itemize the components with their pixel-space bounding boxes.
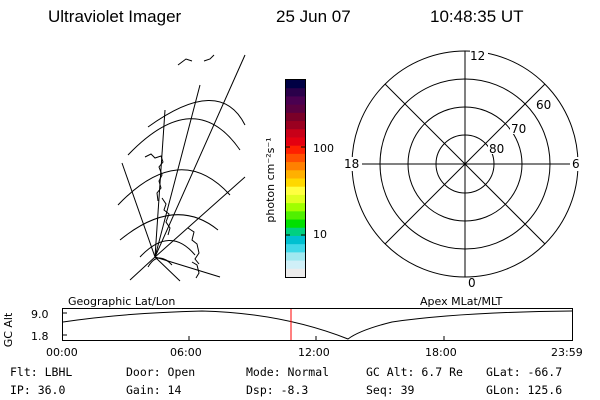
polar-diagonal: [384, 83, 546, 245]
polar-label-80: 80: [489, 142, 504, 156]
apex-coord-label: Apex MLat/MLT: [420, 295, 503, 308]
mode-value: Mode: Normal: [246, 365, 330, 379]
dsp-value: Dsp: -8.3: [246, 383, 309, 397]
polar-label-60: 60: [536, 98, 551, 112]
altitude-frame: [62, 308, 573, 341]
time-label: 10:48:35 UT: [430, 7, 524, 26]
colorbar-cell: [286, 268, 305, 278]
door-value: Door: Open: [126, 365, 196, 379]
geographic-longitude-value: GLon: 125.6: [486, 383, 563, 397]
lat-arc: [147, 100, 246, 128]
label-bg: [342, 157, 362, 171]
colorbar-tick-10: 10: [313, 228, 327, 241]
colorbar-cell: [286, 235, 305, 245]
polar-label-18: 18: [344, 157, 359, 171]
sequence-value: Seq: 39: [366, 383, 415, 397]
gain-value: Gain: 14: [126, 383, 182, 397]
lat-arc: [119, 214, 219, 241]
coastline: [187, 227, 200, 265]
polar-label-12: 12: [470, 49, 485, 63]
filter-value: Flt: LBHL: [10, 365, 73, 379]
time-label-1200: 12:00: [298, 346, 330, 359]
geographic-latitude-value: GLat: -66.7: [486, 365, 563, 379]
polar-label-70: 70: [511, 122, 526, 136]
label-bg: [510, 122, 528, 134]
colorbar-cell: [286, 170, 305, 179]
colorbar-unit-label: photon cm⁻²s⁻¹: [264, 137, 277, 222]
label-bg: [536, 98, 554, 110]
polar-plot: 12 60 70 80 18 6 0: [342, 49, 582, 290]
meridian: [154, 256, 221, 278]
time-label-1800: 18:00: [425, 346, 457, 359]
meridian: [121, 162, 156, 258]
geographic-coord-label: Geographic Lat/Lon: [68, 295, 176, 308]
time-label-0600: 06:00: [170, 346, 202, 359]
colorbar-cell: [286, 178, 305, 188]
colorbar-cell: [286, 219, 305, 229]
altitude-strip: [62, 308, 573, 341]
colorbar-cell: [286, 104, 305, 114]
colorbar-cell: [286, 80, 305, 89]
time-label-2359: 23:59: [551, 346, 583, 359]
altitude-axis-label: GC Alt: [2, 312, 15, 347]
colorbar-frame: [285, 79, 306, 278]
meridian: [154, 84, 201, 258]
colorbar-cell: [286, 203, 305, 212]
coastline: [191, 261, 200, 279]
colorbar-cell: [286, 121, 305, 130]
colorbar-cell: [286, 145, 305, 155]
colorbar-cell: [286, 260, 305, 270]
colorbar-tick-100: 100: [313, 142, 334, 155]
coastline: [203, 54, 215, 62]
meridian: [154, 176, 246, 258]
meridian: [129, 256, 156, 281]
meridian: [154, 256, 181, 282]
colorbar-cell: [286, 137, 305, 147]
colorbar-cell: [286, 244, 305, 253]
colorbar-cell: [286, 88, 305, 97]
altitude-min: 1.8: [31, 330, 49, 343]
label-bg: [470, 49, 488, 61]
colorbar-cell: [286, 211, 305, 221]
date-label: 25 Jun 07: [276, 7, 351, 26]
coastline: [144, 153, 164, 202]
colorbar-cell: [286, 112, 305, 122]
coastline: [177, 58, 193, 66]
altitude-axis-svg: GC Alt: [2, 312, 15, 347]
altitude-max: 9.0: [31, 308, 49, 321]
label-bg: [570, 157, 582, 171]
label-bg: [488, 142, 506, 154]
colorbar-cell: [286, 96, 305, 106]
polar-label-6: 6: [572, 157, 580, 171]
gc-altitude-value: GC Alt: 6.7 Re: [366, 365, 463, 379]
lat-arc: [127, 118, 241, 156]
colorbar-cell: [286, 129, 305, 138]
colorbar-cell: [286, 227, 305, 237]
meridian: [154, 54, 246, 258]
lat-arc: [139, 240, 196, 258]
coastline: [161, 197, 171, 236]
colorbar-cell: [286, 153, 305, 163]
geographic-map: [117, 54, 246, 282]
colorbar-cell: [286, 162, 305, 171]
ip-value: IP: 36.0: [10, 383, 66, 397]
altitude-curve: [62, 310, 573, 340]
time-label-0000: 00:00: [46, 346, 78, 359]
polar-label-0: 0: [468, 276, 476, 290]
colorbar-cell: [286, 186, 305, 196]
instrument-title: Ultraviolet Imager: [48, 7, 182, 26]
colorbar: photon cm⁻²s⁻¹: [264, 79, 306, 278]
colorbar-cell: [286, 252, 305, 262]
colorbar-cell: [286, 194, 305, 204]
altitude-axis-label-box: GC Alt: [0, 312, 16, 348]
